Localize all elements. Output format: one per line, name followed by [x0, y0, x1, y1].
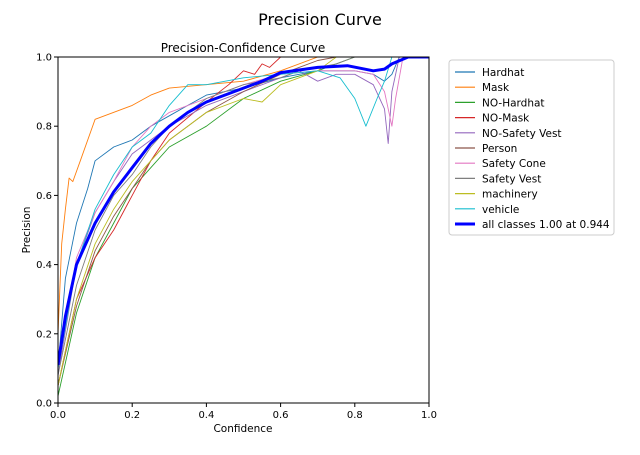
- legend-label: vehicle: [482, 204, 519, 216]
- y-tick-label: 0.2: [36, 329, 52, 340]
- series-line-safety-cone: [58, 57, 429, 369]
- y-tick-label: 0.4: [36, 260, 52, 271]
- series-line-all-classes: [58, 57, 429, 366]
- y-tick-label: 0.0: [36, 399, 52, 410]
- legend-label: Mask: [482, 82, 510, 94]
- series-line-mask: [58, 57, 429, 334]
- x-tick-label: 0.6: [273, 410, 289, 421]
- series-line-hardhat: [58, 57, 429, 369]
- axis-ticks: 0.0 0.2 0.4 0.6 0.8 1.0 0.0 0.2 0.4 0.6 0.8 1.0: [36, 53, 437, 422]
- legend-label: Safety Vest: [482, 173, 541, 185]
- y-tick-label: 0.6: [36, 191, 52, 202]
- x-tick-label: 0.4: [198, 410, 214, 421]
- series-line-machinery: [58, 57, 429, 386]
- legend-label: NO-Safety Vest: [482, 128, 562, 140]
- series-line-safety-vest: [58, 57, 429, 376]
- series-line-no-mask: [58, 57, 429, 386]
- series-lines: [58, 57, 429, 397]
- series-line-person: [58, 57, 429, 386]
- y-tick-label: 0.8: [36, 122, 52, 133]
- legend-label: machinery: [482, 189, 538, 201]
- y-tick-label: 1.0: [36, 53, 52, 64]
- legend: Hardhat Mask NO-Hardhat NO-Mask NO-Safety Ve…: [448, 59, 615, 236]
- legend-label: Safety Cone: [482, 158, 546, 170]
- legend-label: NO-Hardhat: [482, 97, 545, 109]
- y-axis-label: Precision: [21, 207, 33, 254]
- legend-label: Hardhat: [482, 67, 524, 79]
- x-axis-label: Confidence: [213, 423, 272, 435]
- x-tick-label: 0.2: [124, 410, 140, 421]
- x-tick-label: 1.0: [421, 410, 437, 421]
- series-line-vehicle: [58, 57, 429, 369]
- plot-frame: [57, 56, 430, 404]
- legend-label: Person: [482, 143, 517, 155]
- page-title: Precision Curve: [258, 10, 382, 29]
- legend-label: NO-Mask: [482, 113, 530, 125]
- legend-label: all classes 1.00 at 0.944: [482, 219, 610, 231]
- legend-box: [448, 59, 615, 236]
- chart-title: Precision-Confidence Curve: [161, 41, 326, 55]
- x-tick-label: 0.0: [50, 410, 66, 421]
- x-tick-label: 0.8: [347, 410, 363, 421]
